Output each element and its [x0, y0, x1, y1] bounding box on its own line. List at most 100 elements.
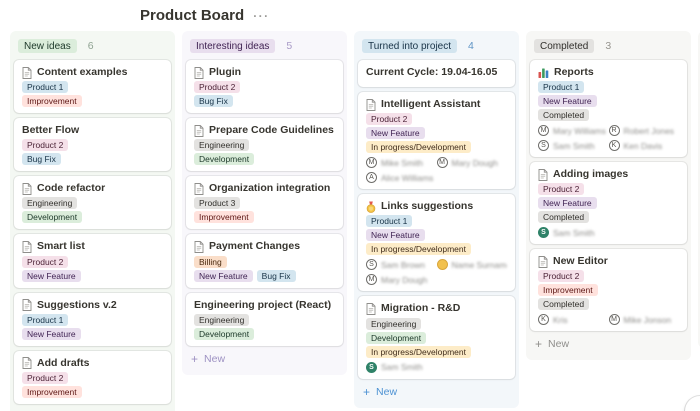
tag-row: Development	[194, 153, 335, 166]
card-tags: Product 2 New Feature Completed	[538, 183, 679, 224]
tag-row: Completed	[538, 298, 679, 311]
tag-row: Completed	[538, 211, 679, 224]
card-assignees: S Sam Smith	[366, 361, 507, 373]
assignee: M Mary Dough	[436, 157, 508, 169]
tag-row: Improvement	[194, 211, 335, 224]
board-card[interactable]: Content examples Product 1 Improvement	[14, 60, 171, 114]
card-assignees: M Mary Williams R Robert Jones S Sam Smith K Ke…	[538, 125, 679, 152]
tag: Improvement	[22, 95, 82, 108]
column-title-badge[interactable]: New ideas	[18, 39, 77, 53]
tag: Improvement	[194, 211, 254, 224]
tag-row: Product 1	[22, 81, 163, 94]
avatar: S	[538, 140, 549, 152]
tag: Product 1	[538, 81, 585, 94]
card-title-row: Engineering project (React)	[194, 299, 335, 312]
board-card[interactable]: Smart list Product 2 New Feature	[14, 234, 171, 288]
new-card-label: New	[204, 352, 226, 365]
card-tags: Product 3 Improvement	[194, 197, 335, 224]
column-title-badge[interactable]: Interesting ideas	[190, 39, 276, 53]
column-title-badge[interactable]: Turned into project	[362, 39, 458, 53]
tag-row: Improvement	[22, 95, 163, 108]
board-card[interactable]: New Editor Product 2 Improvement Completed…	[530, 249, 687, 332]
tag: Product 3	[194, 197, 241, 210]
card-title-row: Payment Changes	[194, 240, 335, 253]
column-count: 5	[286, 40, 293, 52]
tag: Product 1	[22, 313, 69, 326]
card-title-row: Content examples	[22, 66, 163, 79]
card-title: Intelligent Assistant	[381, 98, 481, 111]
tag: Bug Fix	[22, 153, 61, 166]
page-icon	[22, 299, 32, 312]
tag: New Feature	[22, 269, 81, 282]
assignee: S Sam Smith	[538, 227, 609, 239]
help-button-partial[interactable]	[685, 396, 700, 411]
tag-row: New Feature	[366, 229, 507, 242]
board-card[interactable]: Better Flow Product 2 Bug Fix	[14, 118, 171, 172]
board-card[interactable]: Plugin Product 2 Bug Fix	[186, 60, 343, 114]
board-card[interactable]: Current Cycle: 19.04-16.05	[358, 60, 515, 88]
tag-row: Product 2	[22, 371, 163, 384]
board-card[interactable]: Payment Changes Billing New Feature Bug Fi…	[186, 234, 343, 288]
card-title: Reports	[554, 66, 594, 78]
avatar: S	[366, 361, 377, 373]
new-card-button[interactable]: + New	[14, 404, 171, 411]
tag: New Feature	[194, 269, 253, 282]
board-card[interactable]: Intelligent Assistant Product 2 New Featu…	[358, 92, 515, 190]
tag-row: Engineering	[194, 139, 335, 152]
assignee-name: Sam Brown	[381, 259, 425, 270]
board-card[interactable]: Suggestions v.2 Product 1 New Feature	[14, 292, 171, 346]
avatar: M	[436, 157, 448, 169]
card-title-row: Add drafts	[22, 357, 163, 370]
plus-icon: +	[535, 337, 543, 352]
board-card[interactable]: Migration - R&D Engineering Development In…	[358, 296, 515, 379]
card-title-row: Plugin	[194, 66, 335, 79]
board-card[interactable]: Adding images Product 2 New Feature Comple…	[530, 162, 687, 245]
tag-row: Improvement	[538, 284, 679, 297]
new-card-label: New	[376, 385, 398, 398]
assignee: M Mary Williams	[538, 125, 609, 137]
column-title-badge[interactable]: Completed	[534, 39, 595, 53]
tag: New Feature	[366, 127, 425, 140]
avatar-photo	[436, 259, 448, 271]
board-card[interactable]: Prepare Code Guidelines Engineering Devel…	[186, 118, 343, 172]
board-card[interactable]: Links suggestions Product 1 New Feature In…	[358, 194, 515, 292]
new-card-button[interactable]: + New	[530, 331, 687, 356]
page-icon	[22, 66, 32, 79]
card-title-row: Reports	[538, 66, 679, 79]
avatar: K	[538, 314, 549, 326]
page-icon	[194, 182, 204, 195]
tag: Development	[194, 153, 255, 166]
page-title[interactable]: Product Board	[140, 7, 245, 24]
card-title: Smart list	[37, 240, 85, 253]
tag-row: Product 3	[194, 197, 335, 210]
assignee: M Mary Dough	[366, 274, 437, 286]
assignee: A Alice Williams	[366, 172, 437, 184]
tag: In progress/Development	[366, 243, 471, 256]
board-card[interactable]: Organization integration Product 3 Improv…	[186, 176, 343, 230]
more-menu-icon[interactable]: ···	[253, 8, 270, 23]
tag: Improvement	[538, 284, 598, 297]
column-count: 4	[468, 40, 474, 52]
card-list: Current Cycle: 19.04-16.05 Intelligent A…	[358, 60, 515, 379]
card-title: Adding images	[553, 168, 629, 181]
column-header: New ideas 6	[14, 35, 171, 60]
board-card[interactable]: Add drafts Product 2 Improvement	[14, 350, 171, 404]
new-card-button[interactable]: + New	[358, 379, 515, 404]
new-card-button[interactable]: + New	[186, 346, 343, 371]
card-tags: Product 1 New Feature In progress/Developm…	[366, 215, 507, 256]
card-title: Engineering project (React)	[194, 298, 332, 311]
card-tags: Engineering Development	[22, 197, 163, 224]
card-title-row: Adding images	[538, 168, 679, 181]
chart-icon	[538, 67, 549, 79]
page-icon	[538, 168, 548, 181]
assignee-name: Name Surname	[451, 259, 508, 270]
page-icon	[366, 302, 376, 315]
tag-row: Product 2	[22, 255, 163, 268]
tag: Completed	[538, 109, 590, 122]
card-tags: Engineering Development In progress/Develo…	[366, 317, 507, 358]
board-card[interactable]: Engineering project (React) Engineering D…	[186, 292, 343, 346]
board-card[interactable]: Code refactor Engineering Development	[14, 176, 171, 230]
